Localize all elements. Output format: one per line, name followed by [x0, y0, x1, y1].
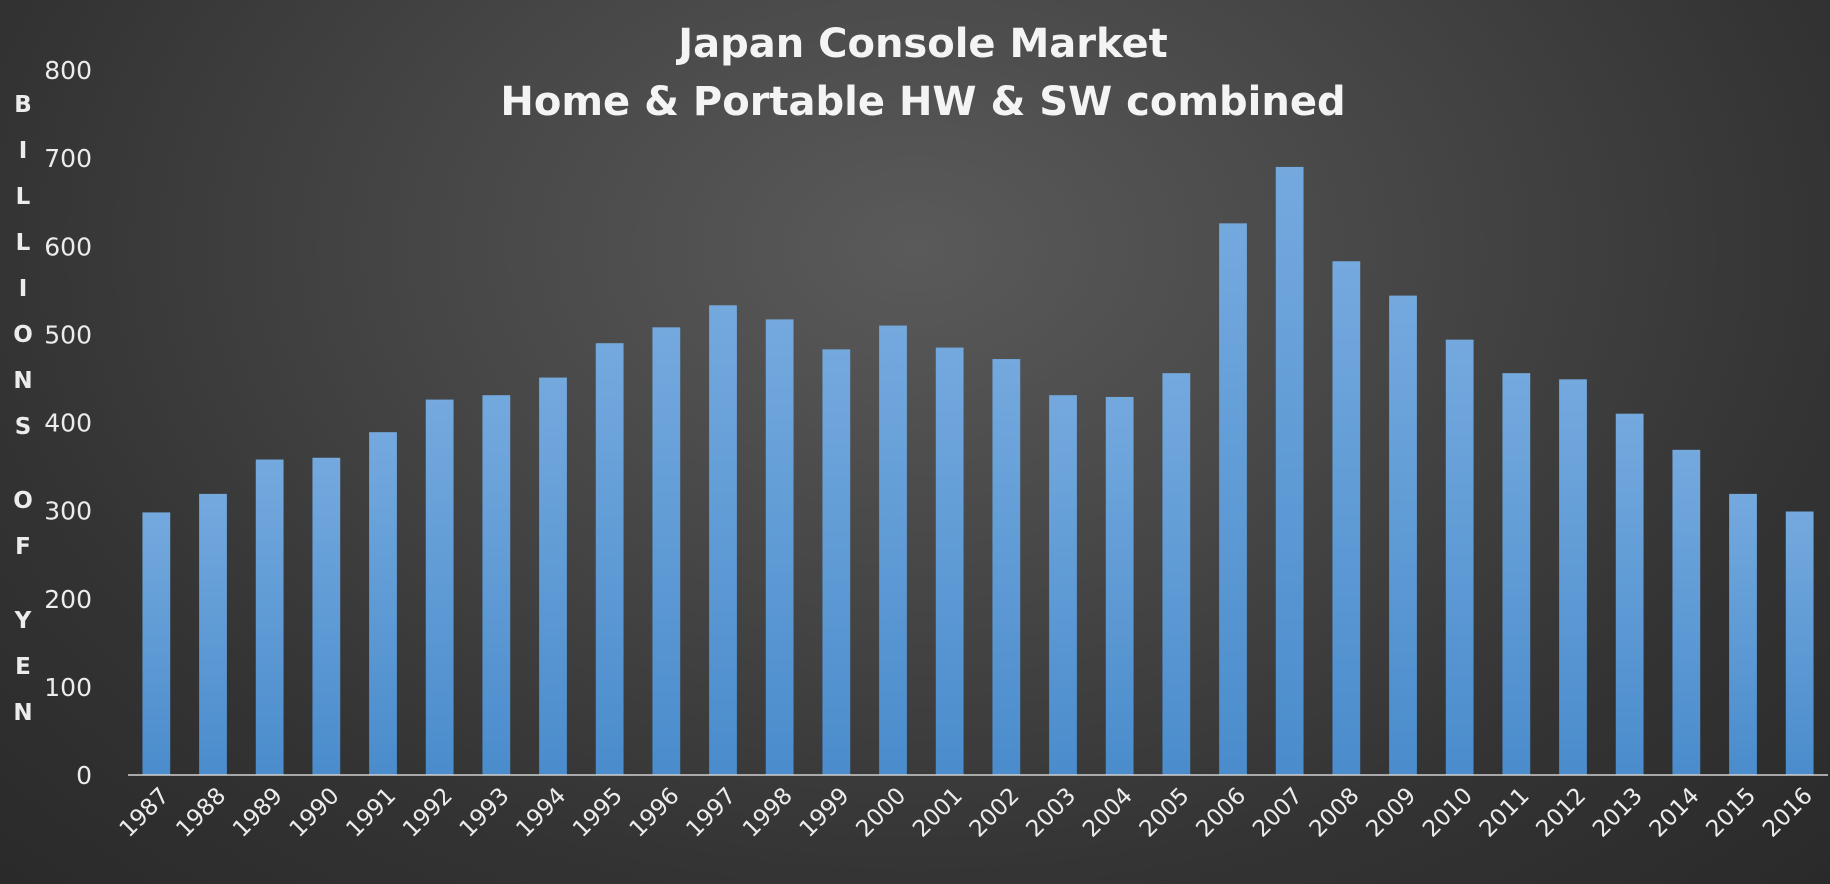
y-tick-label: 200 — [44, 585, 92, 614]
bar-2015 — [1729, 493, 1757, 775]
x-tick-label: 2002 — [965, 783, 1025, 843]
x-tick-label: 1993 — [455, 783, 515, 843]
y-tick-label: 500 — [44, 320, 92, 349]
bar-1989 — [255, 459, 284, 775]
x-tick-label: 1992 — [398, 783, 458, 843]
chart-title: Japan Console Market — [675, 21, 1168, 67]
x-tick-label: 2007 — [1248, 783, 1308, 843]
y-tick-label: 400 — [44, 409, 92, 438]
y-axis-label-letter: O — [13, 322, 33, 348]
x-tick-label: 2004 — [1078, 783, 1138, 843]
y-axis-ticks: 0 100 200 300 400 500 600 700 800 — [44, 56, 92, 790]
bar-2009 — [1389, 295, 1417, 775]
bar-1992 — [425, 399, 454, 775]
x-tick-label: 2013 — [1588, 783, 1648, 843]
x-tick-label: 1989 — [228, 783, 288, 843]
x-tick-label: 2001 — [908, 783, 968, 843]
x-tick-label: 2005 — [1135, 783, 1195, 843]
y-axis-label-letter: S — [15, 414, 32, 440]
x-tick-label: 2008 — [1305, 783, 1365, 843]
bar-1998 — [765, 319, 794, 775]
x-tick-label: 2014 — [1645, 783, 1705, 843]
bar-2008 — [1332, 261, 1361, 776]
y-axis-label-letter: O — [13, 488, 33, 514]
bar-2012 — [1559, 379, 1587, 775]
bar-1993 — [482, 395, 511, 775]
y-axis-label-letter: L — [16, 230, 31, 256]
bar-1994 — [539, 377, 567, 775]
bar-2005 — [1162, 373, 1191, 775]
x-tick-label: 2010 — [1418, 783, 1478, 843]
bar-2010 — [1445, 339, 1474, 775]
x-tick-label: 2012 — [1531, 783, 1591, 843]
y-axis-label-letter: B — [14, 92, 32, 118]
y-axis-label-letter: L — [16, 184, 31, 210]
x-tick-label: 2009 — [1361, 783, 1421, 843]
y-tick-label: 800 — [44, 56, 92, 85]
x-tick-label: 1995 — [568, 783, 628, 843]
y-tick-label: 300 — [44, 497, 92, 526]
bar-2013 — [1615, 413, 1644, 775]
x-tick-label: 2011 — [1475, 783, 1535, 843]
bar-2004 — [1105, 396, 1134, 775]
bar-2014 — [1672, 449, 1701, 775]
bar-1995 — [595, 343, 624, 775]
y-tick-label: 100 — [44, 673, 92, 702]
bars — [142, 166, 1814, 776]
bar-1991 — [369, 432, 397, 775]
chart-subtitle: Home & Portable HW & SW combined — [500, 79, 1345, 125]
bar-1987 — [142, 512, 171, 775]
y-axis-label-letter: E — [15, 654, 31, 680]
x-tick-label: 2016 — [1758, 783, 1818, 843]
x-tick-label: 1999 — [795, 783, 855, 843]
y-axis-label-letter: I — [19, 276, 28, 302]
bar-1996 — [652, 327, 681, 775]
x-tick-label: 2003 — [1021, 783, 1081, 843]
y-tick-label: 700 — [44, 144, 92, 173]
x-tick-label: 1990 — [285, 783, 345, 843]
y-axis-label-letter: I — [19, 138, 28, 164]
y-axis-label-letter: N — [13, 368, 32, 394]
y-axis-label-letter: F — [15, 534, 31, 560]
x-tick-label: 1987 — [115, 783, 175, 843]
x-tick-label: 1991 — [341, 783, 401, 843]
x-tick-label: 1998 — [738, 783, 798, 843]
x-tick-label: 2006 — [1191, 783, 1251, 843]
x-axis-ticks: 1987198819891990199119921993199419951996… — [115, 783, 1818, 843]
bar-2016 — [1785, 511, 1814, 775]
bar-2003 — [1049, 395, 1077, 775]
bar-2006 — [1219, 223, 1247, 776]
bar-2002 — [992, 359, 1021, 775]
y-tick-label: 0 — [76, 761, 92, 790]
x-tick-label: 1994 — [511, 783, 571, 843]
x-tick-label: 2000 — [851, 783, 911, 843]
bar-2011 — [1502, 373, 1531, 775]
bar-1999 — [822, 349, 851, 775]
y-axis-label-letter: N — [13, 700, 32, 726]
bar-1990 — [312, 457, 341, 775]
bar-2000 — [879, 325, 907, 775]
bar-2007 — [1275, 166, 1304, 775]
x-tick-label: 1997 — [681, 783, 741, 843]
x-tick-label: 1988 — [171, 783, 231, 843]
x-tick-label: 1996 — [625, 783, 685, 843]
y-axis-label-letter: Y — [14, 608, 32, 634]
bar-1988 — [199, 493, 227, 775]
x-tick-label: 2015 — [1701, 783, 1761, 843]
bar-2001 — [935, 347, 964, 775]
y-tick-label: 600 — [44, 232, 92, 261]
bar-1997 — [709, 305, 737, 775]
